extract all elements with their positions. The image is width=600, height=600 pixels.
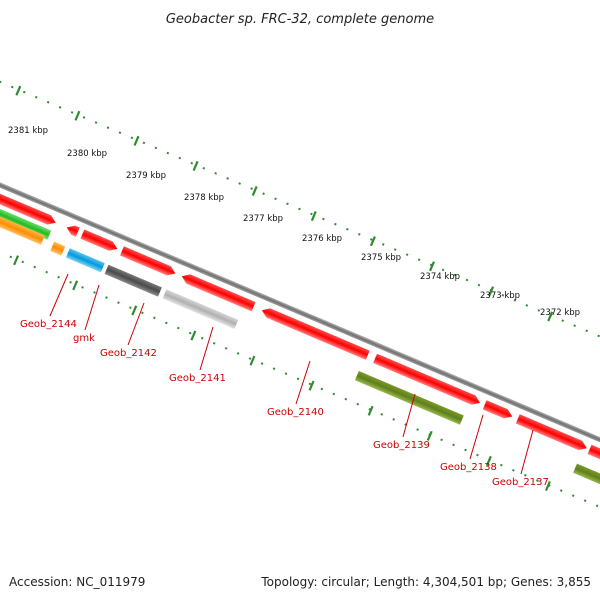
map-title: Geobacter sp. FRC-32, complete genome [166, 12, 434, 27]
kbp-label: 2374 kbp [420, 272, 460, 282]
gene-feature [119, 246, 176, 276]
callout-line [199, 326, 214, 371]
major-tick [249, 355, 256, 366]
major-tick [308, 380, 315, 391]
major-tick [547, 311, 554, 322]
callout-line [469, 414, 484, 460]
major-tick [192, 160, 199, 171]
gene-label: Geob_2144 [20, 319, 77, 330]
kbp-label: 2373 kbp [480, 291, 520, 301]
major-tick [485, 455, 492, 466]
gene-label: Geob_2139 [373, 440, 430, 451]
major-tick [15, 85, 22, 96]
gene-feature [104, 264, 162, 297]
callout-line [49, 273, 69, 317]
major-tick [190, 330, 197, 341]
major-tick [429, 261, 435, 272]
major-tick [133, 135, 140, 146]
major-tick [13, 255, 20, 266]
callout-line [295, 360, 311, 405]
kbp-label: 2381 kbp [8, 126, 48, 136]
kbp-label: 2377 kbp [243, 214, 283, 224]
major-tick [426, 430, 433, 441]
major-tick [131, 305, 138, 316]
gene-feature [261, 308, 370, 360]
callout-line [520, 429, 534, 475]
genome-band [0, 65, 600, 517]
gene-feature [0, 173, 52, 240]
gene-feature [162, 289, 239, 330]
gene-label: Geob_2138 [440, 462, 497, 473]
major-tick [310, 211, 317, 222]
gene-feature [482, 400, 513, 419]
gene-label: Geob_2140 [267, 407, 324, 418]
gene-feature [373, 353, 481, 405]
major-tick [369, 236, 376, 247]
kbp-label: 2376 kbp [302, 234, 342, 244]
kbp-label: 2378 kbp [184, 193, 224, 203]
kbp-label: 2372 kbp [540, 308, 580, 318]
gene-label: Geob_2142 [100, 348, 157, 359]
major-tick [544, 480, 551, 492]
gene-feature [181, 274, 256, 312]
major-tick [488, 286, 495, 297]
callout-line [402, 393, 416, 438]
gene-feature [515, 414, 587, 451]
gene-feature [0, 161, 56, 225]
summary-text: Topology: circular; Length: 4,304,501 bp… [260, 575, 591, 589]
gene-feature [50, 241, 66, 256]
gene-feature [587, 444, 600, 467]
gene-feature [80, 229, 118, 251]
callout-line [84, 284, 100, 331]
kbp-label: 2375 kbp [361, 253, 401, 263]
major-tick [72, 280, 79, 291]
gene-feature [66, 225, 80, 237]
kbp-label: 2379 kbp [126, 171, 166, 181]
callout-line [127, 302, 145, 346]
gene-label: gmk [73, 333, 95, 344]
kbp-label: 2380 kbp [67, 149, 107, 159]
gene-feature [573, 463, 600, 489]
gene-feature [65, 248, 105, 273]
major-tick [74, 110, 81, 121]
genome-backbone [0, 151, 600, 453]
gene-label: Geob_2137 [492, 477, 549, 488]
major-tick [251, 185, 258, 197]
major-tick [367, 405, 374, 416]
gene-label: Geob_2141 [169, 373, 226, 384]
accession-text: Accession: NC_011979 [9, 575, 145, 589]
gene-feature [0, 180, 45, 245]
gene-feature [354, 371, 464, 425]
